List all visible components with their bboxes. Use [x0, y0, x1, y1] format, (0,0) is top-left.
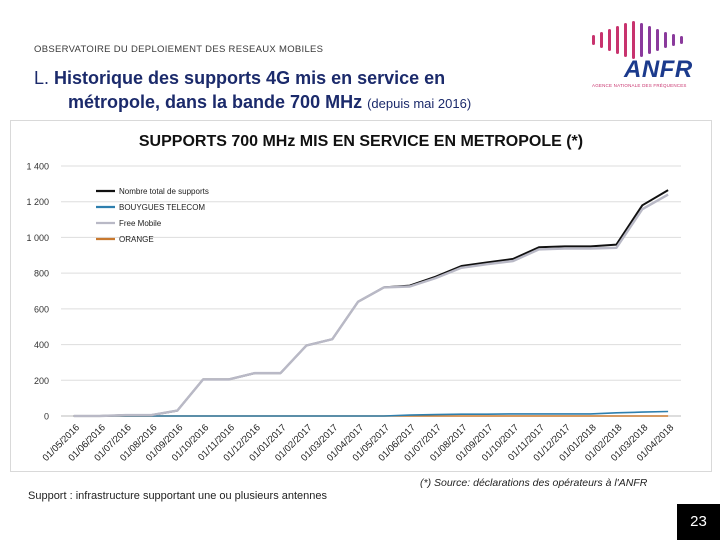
legend-label: Nombre total de supports — [119, 187, 209, 196]
y-tick-label: 800 — [34, 269, 49, 279]
page-number: 23 — [677, 504, 720, 540]
y-tick-label: 1 400 — [26, 162, 49, 172]
title-line1: Historique des supports 4G mis en servic… — [54, 68, 446, 88]
title-line2: métropole, dans la bande 700 MHz — [68, 92, 363, 112]
y-tick-label: 400 — [34, 340, 49, 350]
series-line-total — [73, 189, 669, 417]
y-tick-label: 0 — [44, 412, 49, 422]
logo-bar — [592, 35, 595, 45]
y-tick-label: 600 — [34, 304, 49, 314]
logo-text: ANFR — [624, 56, 693, 83]
anfr-logo — [586, 20, 696, 98]
logo-subtitle: AGENCE NATIONALE DES FRÉQUENCES — [592, 83, 687, 88]
title-suffix: (depuis mai 2016) — [367, 96, 472, 111]
logo-bar — [616, 26, 619, 54]
chart-title: SUPPORTS 700 MHz MIS EN SERVICE EN METRO… — [138, 133, 584, 150]
title-line2-wrap: métropole, dans la bande 700 MHz (depuis… — [34, 90, 471, 116]
y-tick-label: 200 — [34, 376, 49, 386]
logo-bar — [672, 34, 675, 46]
logo-bar — [632, 21, 635, 59]
logo-bar — [600, 32, 603, 48]
logo-bar — [656, 29, 659, 51]
slide-title: L. Historique des supports 4G mis en ser… — [34, 66, 471, 116]
y-tick-label: 1 200 — [26, 197, 49, 207]
series-line-bouygues — [73, 410, 669, 417]
logo-bars-icon — [592, 21, 683, 59]
chart-footnote: (*) Source: déclarations des opérateurs … — [420, 477, 648, 489]
logo-bar — [624, 23, 627, 57]
logo-bar — [648, 26, 651, 54]
legend-label: Free Mobile — [119, 219, 162, 228]
series-line-free — [73, 193, 669, 418]
y-tick-label: 1 000 — [26, 233, 49, 243]
legend-label: BOUYGUES TELECOM — [119, 203, 205, 212]
legend-label: ORANGE — [119, 235, 154, 244]
logo-bar — [640, 23, 643, 57]
logo-bar — [608, 29, 611, 51]
chart-frame: SUPPORTS 700 MHz MIS EN SERVICE EN METRO… — [10, 120, 712, 472]
title-prefix: L. — [34, 68, 50, 88]
logo-bar — [680, 36, 683, 44]
source-note: Support : infrastructure supportant une … — [28, 490, 328, 502]
logo-bar — [664, 32, 667, 48]
section-label: OBSERVATOIRE DU DEPLOIEMENT DES RESEAUX … — [34, 44, 324, 55]
